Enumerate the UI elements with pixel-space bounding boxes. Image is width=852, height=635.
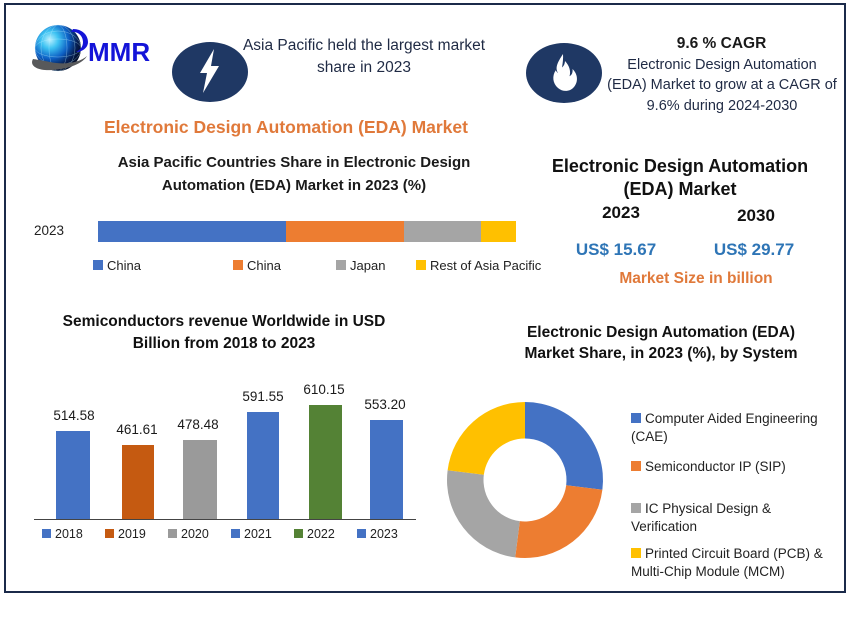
svg-text:MMR: MMR: [88, 37, 150, 67]
